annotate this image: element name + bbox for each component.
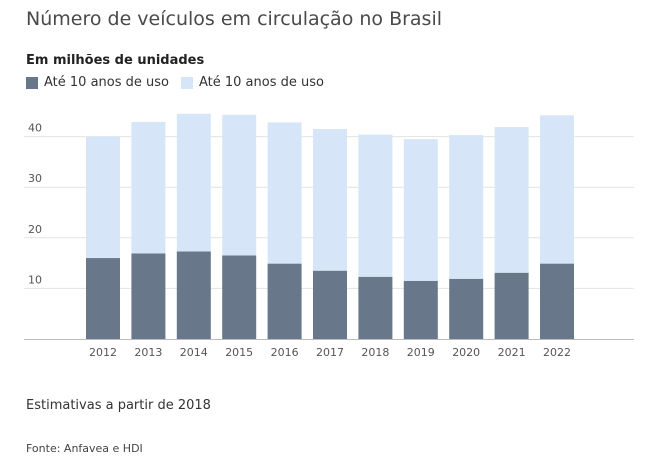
bar-2015-series-1: [222, 255, 257, 339]
bar-2020-series-1: [449, 278, 484, 339]
bar-2020-series-2: [449, 135, 484, 279]
legend-label-light: Até 10 anos de uso: [198, 75, 324, 90]
y-tick-label-20: 20: [28, 223, 42, 236]
bar-2018-series-2: [358, 134, 393, 277]
estimate-note: Estimativas a partir de 2018: [26, 398, 211, 413]
x-tick-label-2012: 2012: [89, 346, 117, 359]
y-tick-label-30: 30: [28, 172, 42, 185]
bar-2021-series-2: [494, 126, 529, 273]
bar-2014-series-2: [176, 113, 211, 252]
bar-2017-series-2: [313, 129, 347, 271]
x-tick-label-2019: 2019: [407, 346, 435, 359]
legend-item-dark: Até 10 anos de uso: [26, 75, 169, 90]
chart-legend: Até 10 anos de uso Até 10 anos de uso: [26, 75, 336, 90]
x-tick-label-2016: 2016: [271, 346, 299, 359]
bar-2013-series-1: [131, 253, 166, 339]
bar-2017-series-1: [313, 270, 347, 339]
bar-2012-series-2: [86, 136, 120, 259]
legend-item-light: Até 10 anos de uso: [180, 75, 324, 90]
bar-2013-series-2: [131, 121, 166, 254]
x-tick-label-2018: 2018: [361, 346, 389, 359]
legend-swatch-light: [180, 76, 193, 89]
bar-2019-series-1: [403, 280, 438, 339]
bar-2022-series-1: [540, 263, 574, 339]
chart-title: Número de veículos em circulação no Bras…: [26, 8, 443, 30]
bar-2019-series-2: [403, 139, 438, 281]
y-tick-label-10: 10: [28, 273, 42, 286]
bar-2018-series-1: [358, 276, 393, 339]
legend-label-dark: Até 10 anos de uso: [44, 75, 169, 90]
bar-2021-series-1: [494, 272, 529, 339]
bar-2016-series-1: [267, 263, 302, 339]
source-note: Fonte: Anfavea e HDI: [26, 442, 143, 455]
bar-2012-series-1: [86, 258, 120, 339]
bar-2014-series-1: [176, 251, 211, 339]
x-tick-label-2014: 2014: [180, 346, 208, 359]
x-tick-label-2015: 2015: [225, 346, 253, 359]
bar-2015-series-2: [222, 114, 257, 256]
y-tick-label-40: 40: [28, 122, 42, 135]
chart-subtitle: Em milhões de unidades: [26, 53, 205, 68]
x-tick-label-2013: 2013: [134, 346, 162, 359]
x-tick-label-2022: 2022: [543, 346, 571, 359]
legend-swatch-dark: [26, 76, 38, 89]
x-tick-label-2017: 2017: [316, 346, 344, 359]
x-tick-label-2020: 2020: [452, 346, 480, 359]
bar-2016-series-2: [267, 122, 302, 264]
x-tick-label-2021: 2021: [498, 346, 526, 359]
bar-2022-series-2: [540, 115, 574, 264]
